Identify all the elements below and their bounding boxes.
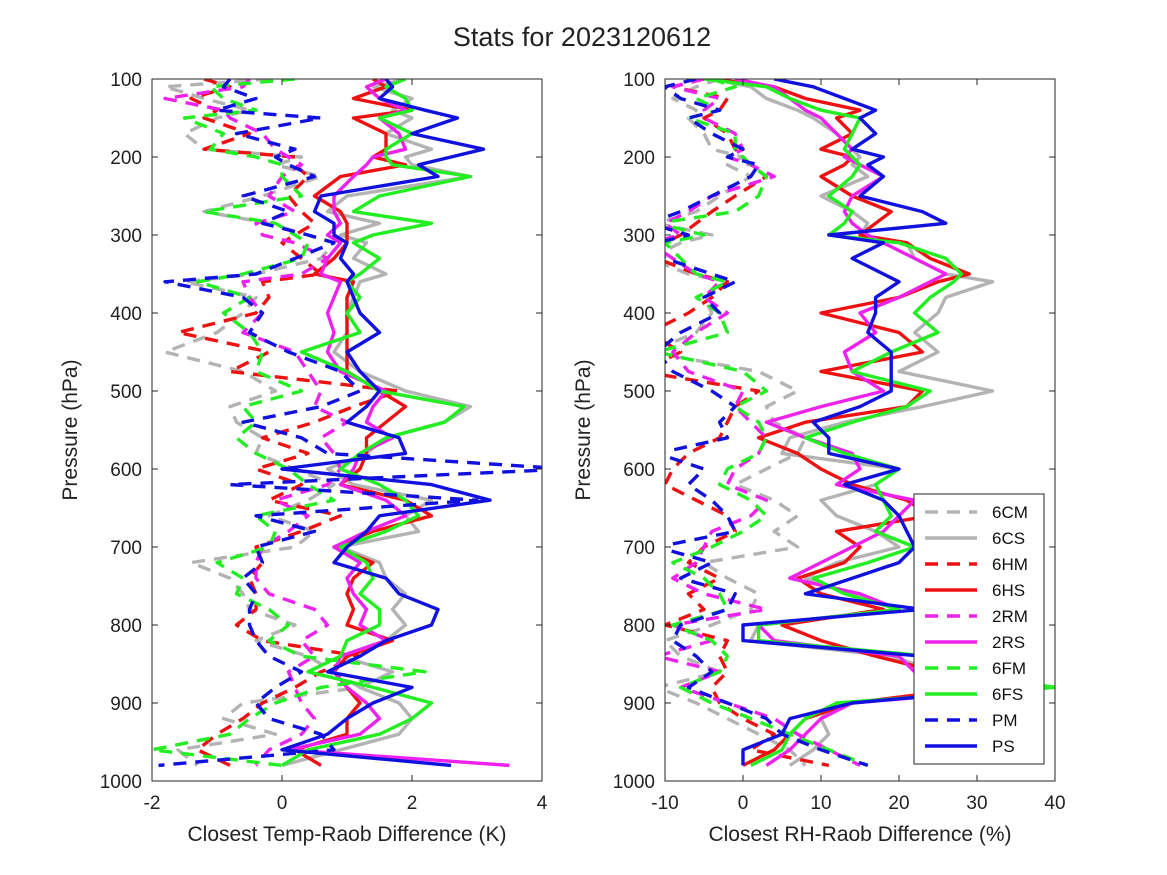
temp-y-axis-label: Pressure (hPa) — [59, 359, 82, 500]
legend-label-6fs: 6FS — [992, 685, 1023, 704]
temp-y-tick-label: 800 — [110, 616, 142, 637]
rh-series-6hs — [711, 79, 979, 767]
rh-y-tick-label: 100 — [623, 70, 655, 91]
temp-x-tick-label: -2 — [144, 793, 161, 814]
legend-label-6cs: 6CS — [992, 529, 1025, 548]
legend-label-2rm: 2RM — [992, 607, 1028, 626]
rh-y-tick-label: 500 — [623, 382, 655, 403]
rh-series-ps — [741, 79, 1026, 766]
temp-x-tick-label: 0 — [277, 793, 288, 814]
temp-y-tick-label: 300 — [110, 226, 142, 247]
rh-axes-box — [664, 78, 1056, 782]
temp-series-6hm — [176, 79, 401, 767]
temp-y-tick-label: 1000 — [100, 772, 142, 793]
rh-y-tick-label: 1000 — [613, 772, 655, 793]
legend-label-6fm: 6FM — [992, 659, 1026, 678]
rh-x-axis-label: Closest RH-Raob Difference (%) — [708, 823, 1011, 846]
temp-panel: -2 0 2 4 100 200 300 400 500 600 700 800 900 1000 Clo… — [59, 70, 548, 846]
legend-label-6cm: 6CM — [992, 503, 1028, 522]
rh-x-tick-label: 40 — [1044, 793, 1065, 814]
rh-y-tick-label: 300 — [623, 226, 655, 247]
rh-y-tick-label: 200 — [623, 148, 655, 169]
legend: 6CM 6CS 6HM 6HS 2RM 2RS 6FM 6FS PM PS — [913, 493, 1045, 765]
chart-title: Stats for 2023120612 — [453, 22, 711, 52]
legend-label-6hm: 6HM — [992, 555, 1028, 574]
temp-y-tick-label: 200 — [110, 148, 142, 169]
temp-series-ps — [280, 79, 492, 768]
temp-plot-area — [152, 79, 542, 768]
temp-axes-box — [151, 78, 543, 782]
temp-series-2rm — [163, 79, 349, 767]
temp-x-tick-label: 4 — [537, 793, 548, 814]
legend-label-ps: PS — [992, 737, 1015, 756]
rh-x-tick-label: 20 — [888, 793, 909, 814]
temp-y-tick-label: 600 — [110, 460, 142, 481]
rh-x-tick-label: 0 — [738, 793, 749, 814]
legend-label-pm: PM — [992, 711, 1018, 730]
rh-x-tick-label: 10 — [810, 793, 831, 814]
rh-y-tick-label: 900 — [623, 694, 655, 715]
rh-plot-area — [665, 79, 1055, 768]
rh-series-pm — [665, 79, 869, 768]
rh-x-tick-label: 30 — [966, 793, 987, 814]
legend-label-6hs: 6HS — [992, 581, 1025, 600]
temp-y-tick-label: 100 — [110, 70, 142, 91]
temp-y-tick-label: 400 — [110, 304, 142, 325]
temp-x-axis-label: Closest Temp-Raob Difference (K) — [187, 823, 506, 846]
temp-series-pm — [158, 79, 542, 768]
rh-y-axis-label: Pressure (hPa) — [572, 359, 595, 500]
rh-y-tick-label: 600 — [623, 460, 655, 481]
rh-y-tick-label: 700 — [623, 538, 655, 559]
temp-series-6fm — [152, 79, 427, 768]
temp-x-tick-label: 2 — [407, 793, 418, 814]
temp-series-6fs — [281, 79, 473, 767]
temp-y-tick-label: 900 — [110, 694, 142, 715]
rh-panel: -10 0 10 20 30 40 100 200 300 400 500 600 700 800 900 1… — [572, 70, 1066, 846]
temp-y-tick-label: 500 — [110, 382, 142, 403]
temp-ticks: -2 0 2 4 100 200 300 400 500 600 700 800 900 1000 — [100, 70, 548, 814]
rh-ticks: -10 0 10 20 30 40 100 200 300 400 500 600 700 800 900 1… — [613, 70, 1066, 814]
rh-y-tick-label: 400 — [623, 304, 655, 325]
rh-x-tick-label: -10 — [651, 793, 678, 814]
rh-y-tick-label: 800 — [623, 616, 655, 637]
temp-y-tick-label: 700 — [110, 538, 142, 559]
legend-label-2rs: 2RS — [992, 633, 1025, 652]
